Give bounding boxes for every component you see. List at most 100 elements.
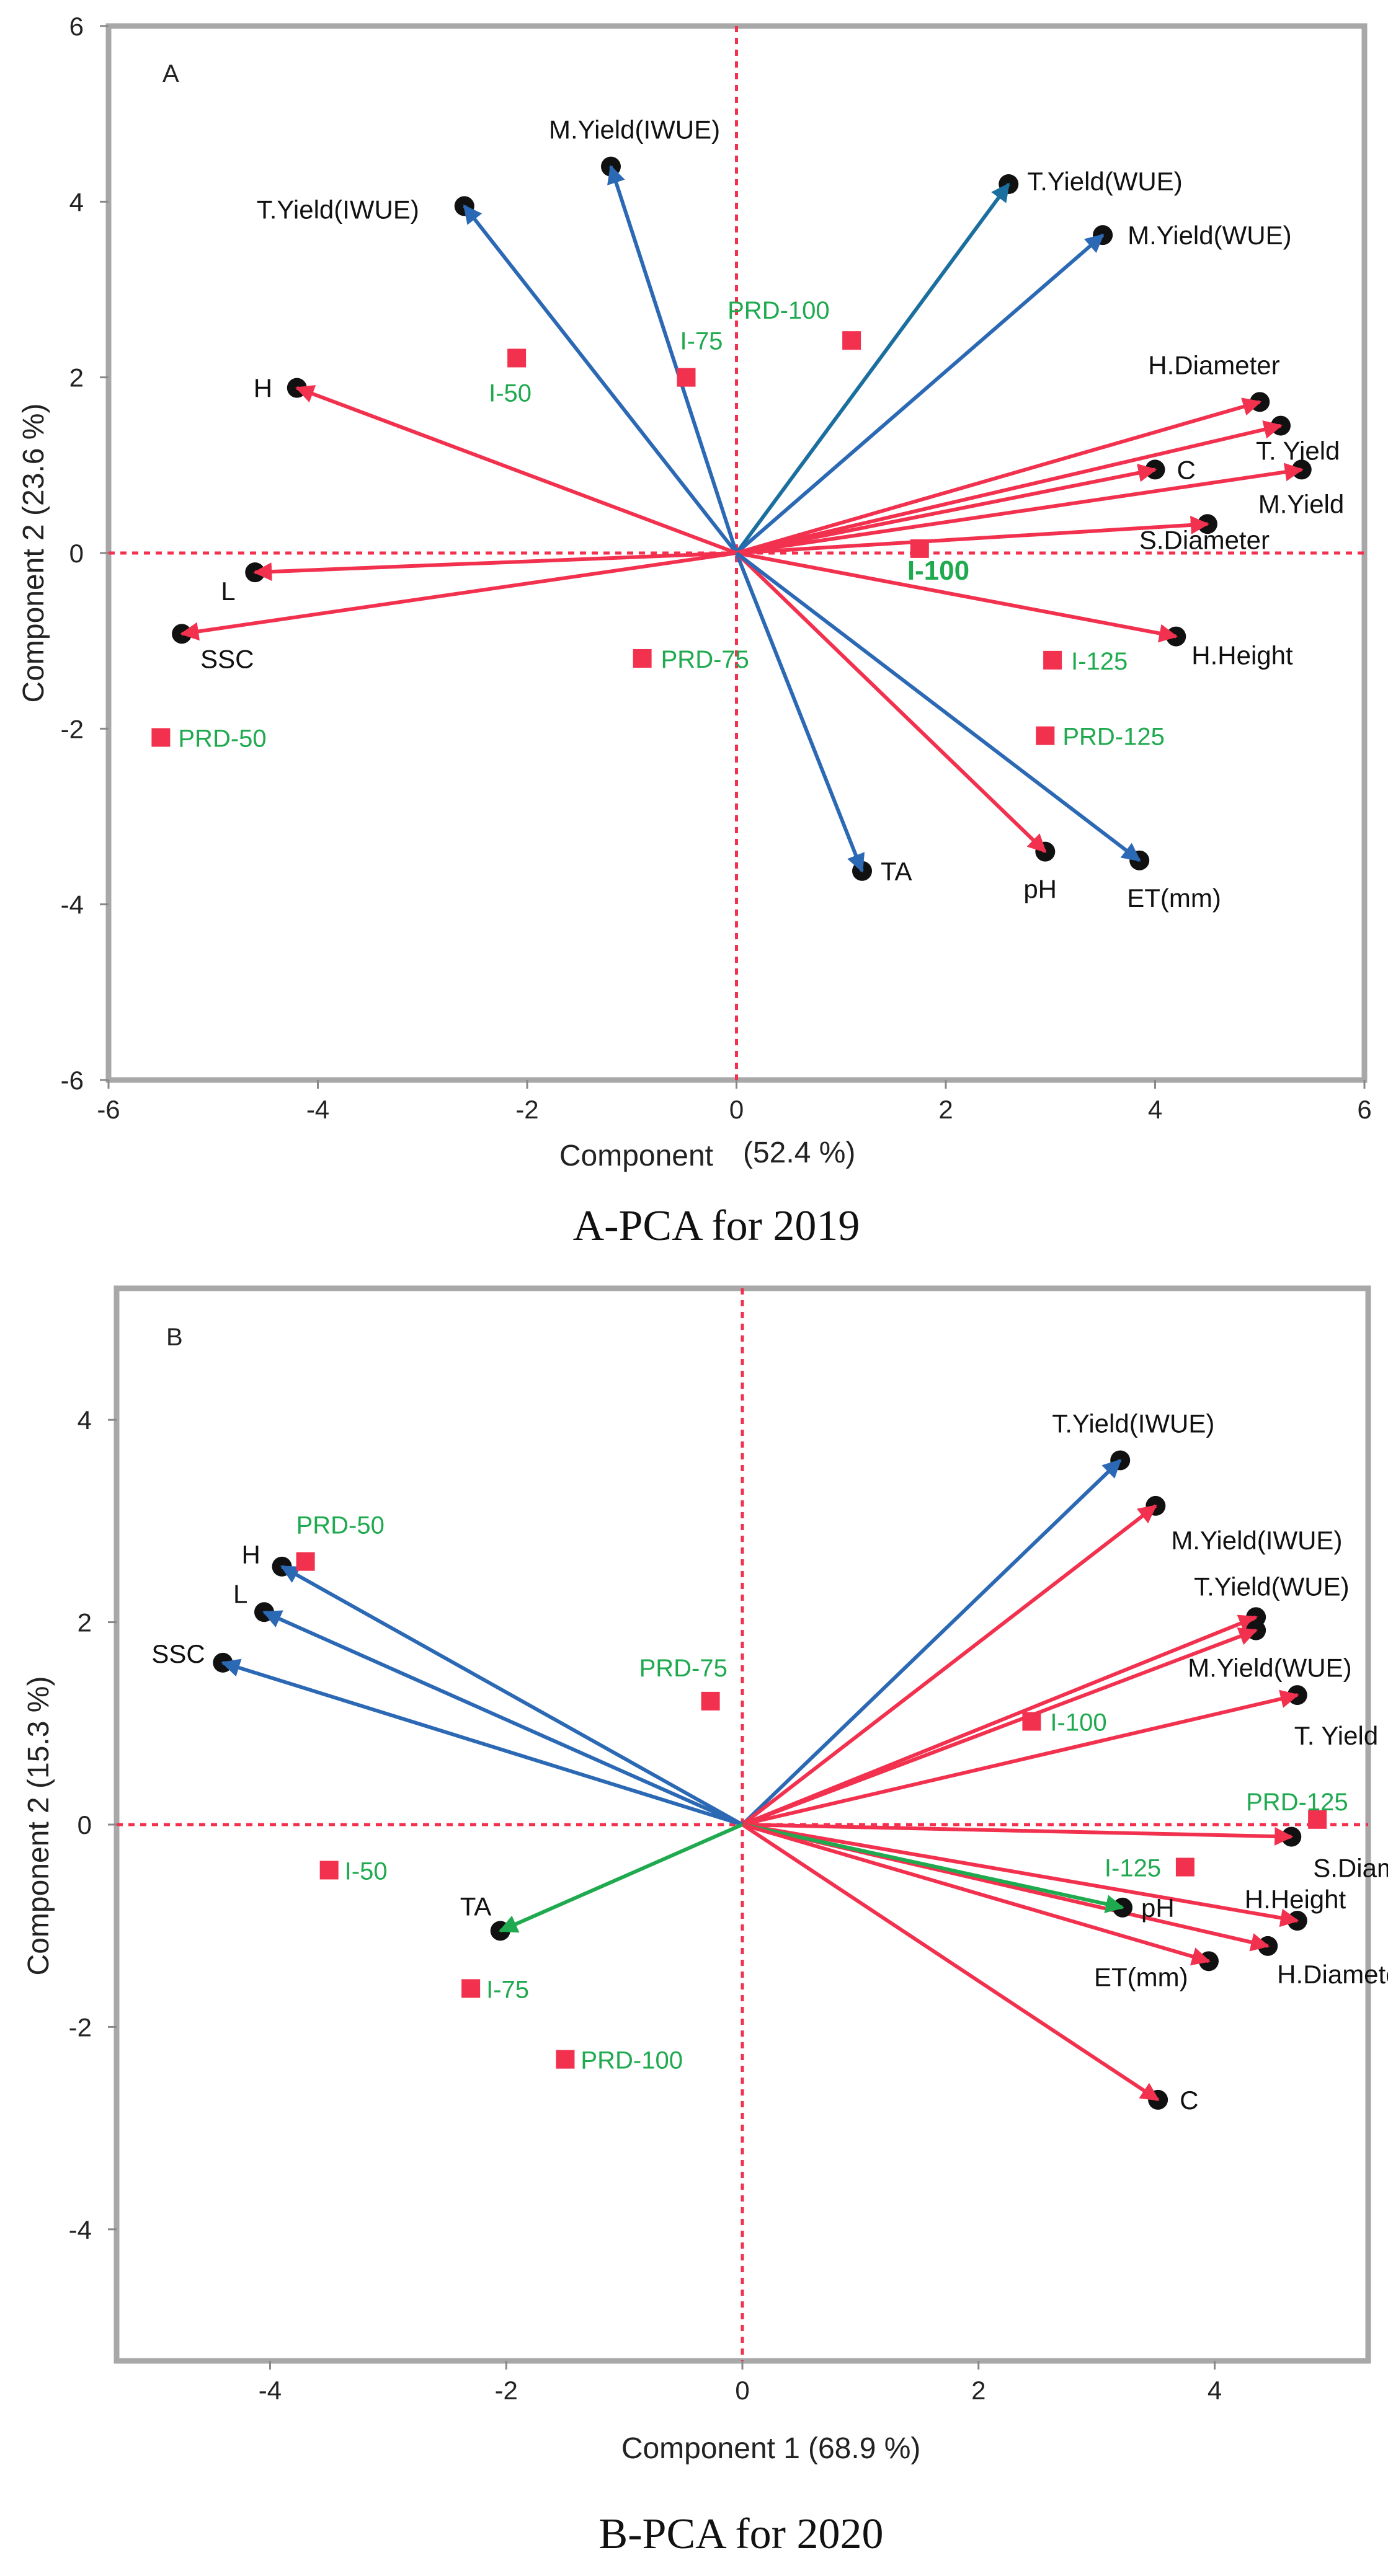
sample-label-prd-125: PRD-125 (1246, 1789, 1348, 1816)
pca-panel-2020: B T.Yield(IWUE) M.Yield(IWUE) T.Yield(WUE)… (22, 1285, 1388, 2558)
sample-point-i-125 (1175, 1857, 1194, 1877)
loading-vector-c (741, 1823, 1160, 2102)
y-axis-label: Component 2 (15.3 %) (22, 1676, 55, 1976)
loading-vector-c (736, 463, 1157, 555)
y-tick-label: -6 (61, 1066, 84, 1095)
sample-point-prd-125 (1308, 1810, 1327, 1829)
x-tick-label: 2 (938, 1095, 953, 1124)
loading-vector-t-yield-wue (741, 1614, 1258, 1826)
loading-label-s-diameter: S.Diameter (1139, 525, 1270, 554)
loading-label-t-yield-iwue: T.Yield(IWUE) (1052, 1409, 1214, 1438)
loading-vector-h (295, 385, 737, 555)
loading-vector-m-yield-iwue (607, 164, 739, 554)
loading-label-et-mm: ET(mm) (1094, 1962, 1188, 1991)
loading-vector-t-yield-iwue (741, 1459, 1122, 1826)
loading-vector-t-yield-iwue (463, 205, 738, 554)
loading-label-t-yield: T. Yield (1294, 1721, 1378, 1750)
sample-label-prd-125: PRD-125 (1062, 724, 1165, 751)
loading-vector-ssc (180, 551, 737, 641)
loading-label-ta: TA (881, 857, 912, 886)
x-axis-label: Component 1 (621, 2432, 800, 2465)
x-tick-label: 0 (735, 2376, 749, 2405)
loading-label-s-diameter: S.Diameter (1313, 1854, 1388, 1883)
sample-label-i-125: I-125 (1105, 1855, 1161, 1882)
loading-label-h: H (242, 1540, 260, 1569)
y-tick-label: 4 (69, 187, 84, 216)
sample-point-i-100 (910, 539, 929, 558)
loading-vector-h-height (742, 1823, 1299, 1928)
y-tick-label: 2 (69, 363, 84, 392)
y-tick-label: 4 (78, 1405, 92, 1435)
loading-label-ph: pH (1023, 875, 1057, 904)
sample-point-prd-100 (556, 2050, 575, 2069)
y-axis-label: Component 2 (23.6 %) (17, 404, 50, 703)
loading-vector-ta (734, 552, 865, 873)
sample-point-prd-50 (296, 1552, 315, 1571)
sample-point-i-100 (1022, 1712, 1041, 1731)
loading-label-h-height: H.Height (1191, 641, 1293, 670)
figure-caption: A-PCA for 2019 (573, 1202, 860, 1250)
sample-point-i-50 (507, 348, 527, 368)
x-axis-percent: (68.9 %) (808, 2432, 920, 2465)
sample-label-i-75: I-75 (486, 1976, 529, 2003)
sample-point-prd-125 (1036, 726, 1055, 745)
y-tick-label: -4 (69, 2215, 92, 2244)
y-tick-label: 6 (69, 12, 84, 41)
loading-vector-ph (735, 551, 1047, 853)
sample-point-i-50 (319, 1861, 339, 1880)
loading-vector-h (280, 1565, 744, 1826)
loading-label-c: C (1180, 2086, 1198, 2115)
loading-label-m-yield-iwue: M.Yield(IWUE) (1171, 1526, 1342, 1555)
x-tick-label: -6 (97, 1095, 120, 1124)
loading-vector-s-diameter (742, 1823, 1294, 1846)
sample-label-i-50: I-50 (489, 380, 532, 407)
sample-label-prd-100: PRD-100 (727, 297, 830, 324)
loading-label-l: L (233, 1579, 247, 1608)
loading-label-t-yield-wue: T.Yield(WUE) (1027, 167, 1182, 196)
sample-point-i-75 (677, 368, 696, 387)
loading-label-ta: TA (460, 1892, 492, 1921)
sample-label-prd-50: PRD-50 (296, 1512, 385, 1539)
loading-vector-m-yield (736, 463, 1304, 555)
sample-label-prd-75: PRD-75 (661, 646, 749, 673)
y-tick-label: 0 (78, 1810, 92, 1839)
sample-label-i-75: I-75 (680, 328, 723, 355)
sample-point-prd-50 (151, 728, 171, 747)
sample-point-prd-75 (701, 1691, 720, 1711)
x-tick-label: -4 (259, 2376, 282, 2405)
loading-label-h-diameter: H.Diameter (1148, 350, 1279, 379)
sample-label-prd-50: PRD-50 (178, 725, 266, 753)
x-tick-label: 2 (971, 2376, 985, 2405)
pca-panel-2019: A M.Yield(IWUE) T.Yield(IWUE) T.Yield(WUE)… (17, 12, 1372, 1250)
sample-point-i-75 (461, 1979, 481, 1998)
sample-label-i-125: I-125 (1071, 648, 1128, 675)
y-tick-label: 0 (69, 539, 84, 568)
y-tick-label: -2 (61, 714, 84, 743)
panel-label: A (162, 60, 179, 87)
loading-label-h-height: H.Height (1245, 1885, 1346, 1914)
loading-vector-ssc (221, 1658, 743, 1826)
loading-vector-t-yield (736, 420, 1283, 555)
x-tick-label: 0 (729, 1095, 744, 1124)
loading-vector-m-yield-iwue (741, 1504, 1157, 1826)
figure-caption: B-PCA for 2020 (599, 2510, 884, 2558)
x-tick-label: 4 (1148, 1095, 1162, 1124)
sample-point-prd-75 (633, 649, 652, 668)
loading-vector-m-yield-wue (741, 1627, 1258, 1826)
loading-label-l: L (221, 577, 235, 606)
x-tick-label: 4 (1208, 2376, 1222, 2405)
y-tick-label: 2 (78, 1608, 92, 1637)
loading-label-c: C (1177, 455, 1196, 484)
loading-vector-et-mm (735, 551, 1141, 862)
loading-label-et-mm: ET(mm) (1127, 883, 1221, 913)
loading-label-h: H (254, 374, 272, 403)
loading-vector-h-diameter (736, 397, 1262, 555)
loading-label-m-yield-wue: M.Yield(WUE) (1128, 221, 1291, 250)
loading-label-ssc: SSC (200, 644, 254, 673)
y-tick-label: -2 (69, 2012, 92, 2042)
x-tick-label: -2 (515, 1095, 538, 1124)
loading-label-m-yield: M.Yield (1258, 489, 1345, 518)
sample-label-i-50: I-50 (345, 1857, 388, 1885)
sample-label-prd-75: PRD-75 (639, 1655, 727, 1682)
loading-label-h-diameter: H.Diameter (1277, 1960, 1388, 1989)
